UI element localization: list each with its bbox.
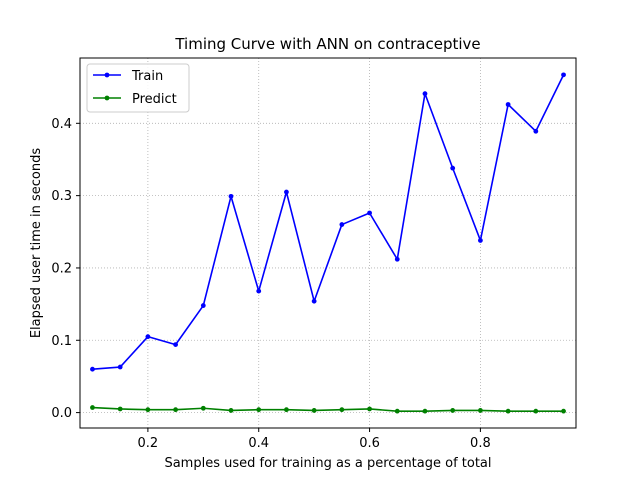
legend-train-label: Train xyxy=(131,69,163,84)
y-tick-label: 0.1 xyxy=(51,334,72,349)
data-point-predict xyxy=(145,407,151,413)
data-point-predict xyxy=(228,408,234,413)
legend-predict-marker xyxy=(104,95,110,101)
data-point-predict xyxy=(200,405,206,411)
data-point-train xyxy=(394,256,400,262)
data-point-predict xyxy=(561,408,566,414)
data-point-predict xyxy=(284,407,289,413)
data-point-predict xyxy=(505,408,511,414)
data-point-train xyxy=(478,238,483,243)
data-point-train xyxy=(256,288,262,294)
data-point-predict xyxy=(394,408,400,414)
data-point-train xyxy=(228,193,234,199)
chart-title: Timing Curve with ANN on contraceptive xyxy=(174,35,480,53)
data-point-train xyxy=(173,342,178,348)
data-point-predict xyxy=(450,408,456,413)
x-tick-label: 0.4 xyxy=(248,436,269,451)
data-point-train xyxy=(145,334,151,340)
data-point-predict xyxy=(311,408,317,413)
legend: Train Predict xyxy=(86,63,190,113)
y-tick-label: 0.0 xyxy=(51,406,72,421)
data-point-train xyxy=(200,303,206,308)
y-tick-label: 0.4 xyxy=(51,117,72,132)
data-point-predict xyxy=(339,407,345,413)
data-point-train xyxy=(561,72,566,78)
legend-entry-predict: Predict xyxy=(93,92,177,107)
x-axis-ticks: 0.2 0.4 0.6 0.8 xyxy=(138,428,491,451)
y-tick-label: 0.2 xyxy=(51,261,72,276)
series-line-train xyxy=(92,74,565,370)
legend-box xyxy=(86,63,190,113)
legend-predict-label: Predict xyxy=(132,92,177,107)
legend-train-marker xyxy=(104,72,110,78)
x-tick-label: 0.8 xyxy=(470,436,491,451)
legend-entry-train: Train xyxy=(93,69,163,84)
data-point-train xyxy=(311,298,317,304)
data-point-train xyxy=(117,364,123,370)
y-axis-label: Elapsed user time in seconds xyxy=(29,148,44,339)
data-point-train xyxy=(450,165,456,171)
data-point-predict xyxy=(478,408,483,413)
series-layer xyxy=(90,72,566,414)
x-axis-label: Samples used for training as a percentag… xyxy=(164,456,491,471)
data-point-train xyxy=(90,366,95,372)
data-point-predict xyxy=(533,408,539,414)
data-point-predict xyxy=(90,405,95,410)
data-point-train xyxy=(505,102,511,107)
x-tick-label: 0.2 xyxy=(138,436,159,451)
data-point-train xyxy=(367,210,372,216)
data-point-train xyxy=(284,189,289,195)
data-point-predict xyxy=(422,408,428,414)
data-point-predict xyxy=(173,407,178,413)
data-point-train xyxy=(339,222,345,227)
data-point-train xyxy=(422,91,428,97)
y-axis-ticks: 0.0 0.1 0.2 0.3 0.4 xyxy=(51,117,80,421)
x-tick-label: 0.6 xyxy=(359,436,380,451)
series-line-predict xyxy=(92,406,564,412)
data-point-predict xyxy=(256,407,262,413)
data-point-predict xyxy=(117,406,123,412)
data-point-predict xyxy=(367,406,372,412)
plot-area-frame xyxy=(79,57,577,429)
data-point-train xyxy=(533,128,539,134)
y-tick-label: 0.3 xyxy=(51,189,72,204)
